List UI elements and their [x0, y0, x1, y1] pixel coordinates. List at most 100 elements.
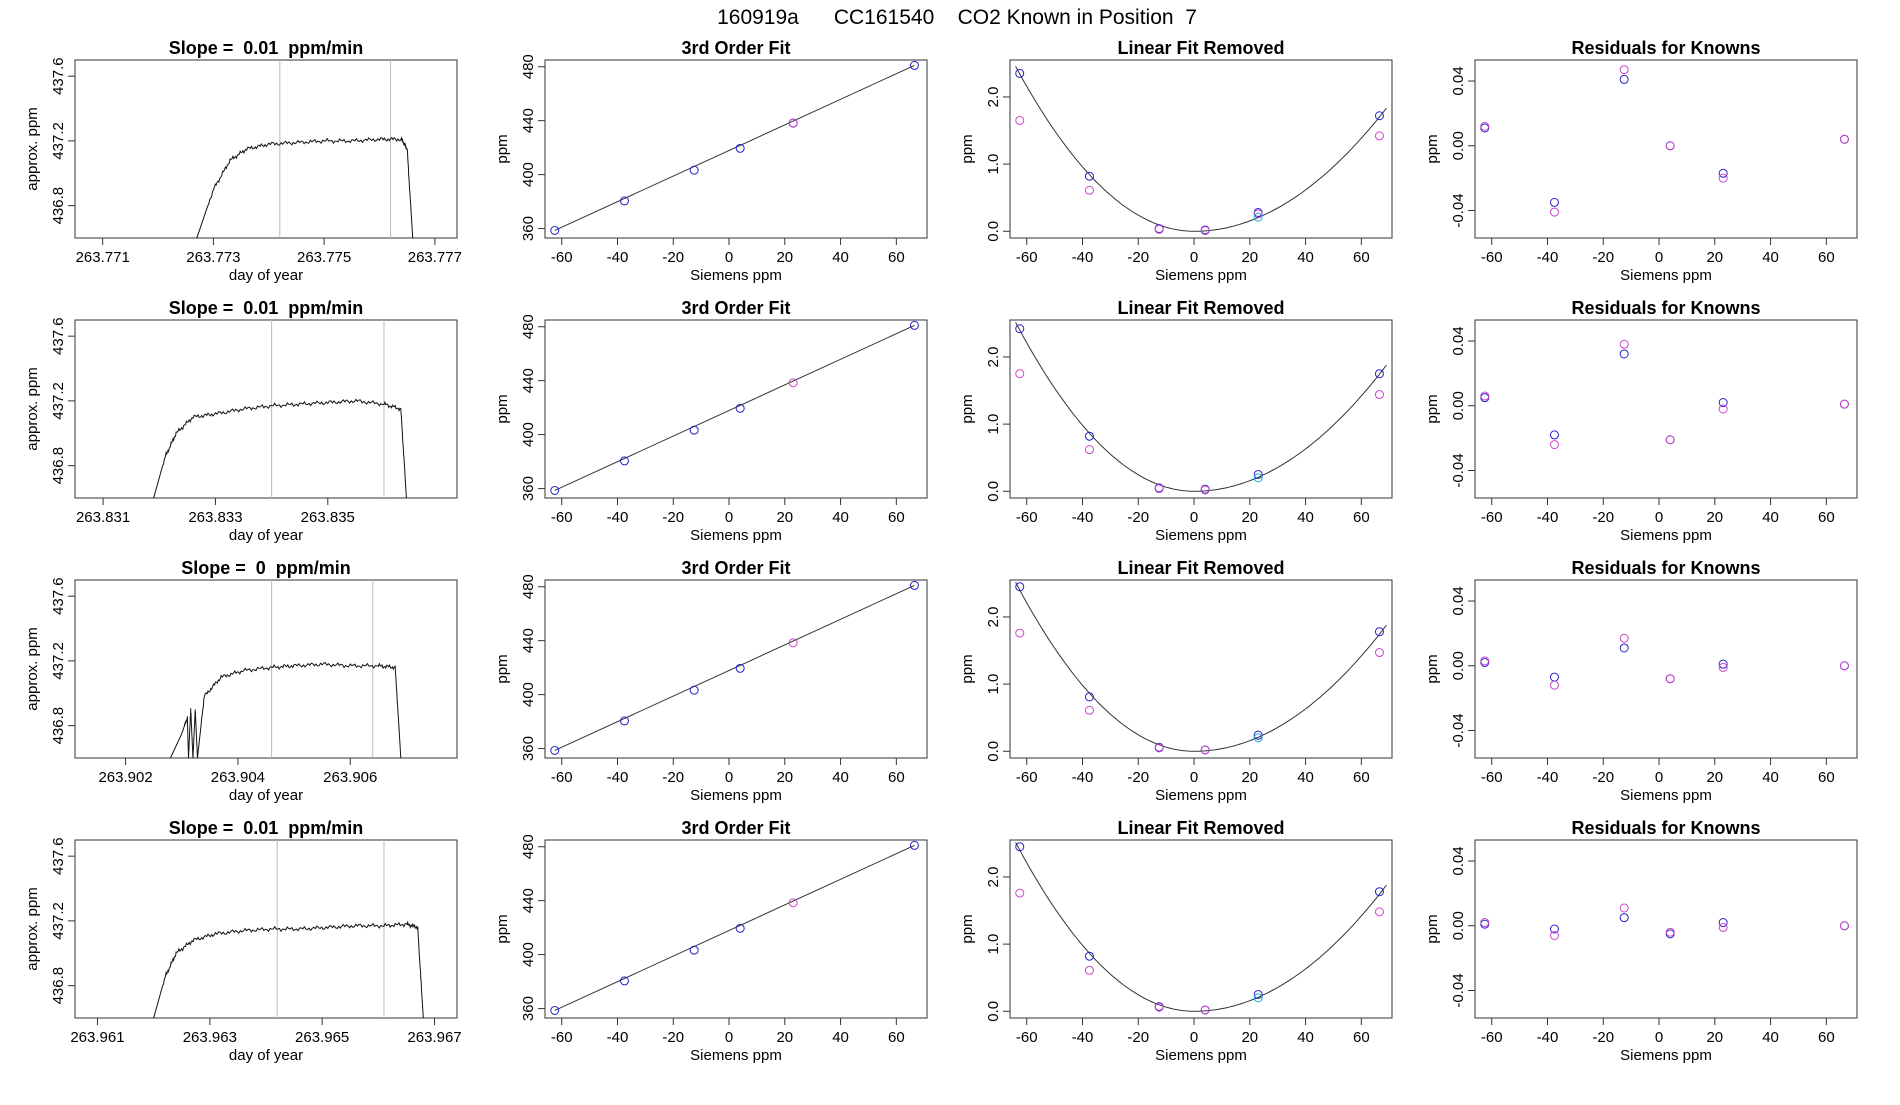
data-point-magenta: [1015, 888, 1025, 898]
plot-frame: [74, 319, 458, 499]
x-tick-label: -60: [1016, 769, 1038, 786]
x-axis-label: day of year: [229, 267, 303, 284]
data-point-magenta: [1015, 628, 1025, 638]
data-point-blue: [1015, 68, 1025, 78]
y-axis-label: ppm: [959, 134, 976, 163]
x-tick-label: 263.773: [186, 249, 240, 266]
data-point-cyan: [1253, 733, 1263, 743]
x-tick-label: -60: [551, 1029, 573, 1046]
x-tick-label: 60: [1353, 769, 1370, 786]
y-tick-label: 0.04: [1450, 66, 1467, 95]
y-tick-label: 436.8: [50, 967, 67, 1005]
data-point-magenta: [1200, 745, 1210, 755]
x-tick-label: -60: [1016, 1029, 1038, 1046]
x-tick-label: 60: [1353, 1029, 1370, 1046]
x-axis-label: Siemens ppm: [690, 527, 782, 544]
x-tick-label: 263.906: [323, 769, 377, 786]
x-tick-label: 20: [776, 769, 793, 786]
x-tick-label: 263.831: [76, 509, 130, 526]
plot-frame: [1009, 839, 1393, 1019]
x-axis-label: Siemens ppm: [1155, 1047, 1247, 1064]
y-axis-label: ppm: [959, 654, 976, 683]
data-point-magenta: [1374, 648, 1384, 658]
data-point-blue: [619, 456, 629, 466]
panel-r3-c2: 3rd Order Fit -60 -40 -20 0 20 40 60 360 400 440 48…: [494, 558, 928, 804]
x-tick-label: -60: [551, 509, 573, 526]
data-point-blue: [1253, 469, 1263, 479]
data-point-blue: [735, 143, 745, 153]
y-tick-label: 2.0: [985, 87, 1002, 108]
y-tick-label: 360: [520, 216, 537, 241]
x-tick-label: 0: [1190, 769, 1198, 786]
x-tick-label: -20: [1127, 1029, 1149, 1046]
data-point-blue: [1549, 924, 1559, 934]
y-axis-label: ppm: [959, 394, 976, 423]
y-tick-label: 0.04: [1450, 846, 1467, 875]
data-point-cyan: [1253, 993, 1263, 1003]
data-point-magenta: [1665, 435, 1675, 445]
y-tick-label: 400: [520, 942, 537, 967]
y-tick-label: 480: [520, 574, 537, 599]
panel-title: 3rd Order Fit: [681, 818, 790, 838]
x-tick-label: -40: [607, 249, 629, 266]
data-point-cyan: [1253, 212, 1263, 222]
x-tick-label: -40: [1072, 1029, 1094, 1046]
x-tick-label: 20: [776, 509, 793, 526]
plot-area: [550, 840, 919, 1015]
y-tick-label: 437.2: [50, 642, 67, 680]
x-axis-label: Siemens ppm: [1155, 267, 1247, 284]
y-tick-label: 437.2: [50, 382, 67, 420]
x-tick-label: 0: [725, 769, 733, 786]
panel-title: Residuals for Knowns: [1571, 558, 1760, 578]
panel-r2-c2: 3rd Order Fit -60 -40 -20 0 20 40 60 360 400 440 48…: [494, 298, 928, 544]
y-tick-label: 0.00: [1450, 391, 1467, 420]
x-tick-label: -20: [1592, 509, 1614, 526]
y-tick-label: 0.04: [1450, 586, 1467, 615]
data-point-magenta: [788, 378, 798, 388]
x-axis-label: Siemens ppm: [690, 787, 782, 804]
x-tick-label: 60: [1818, 769, 1835, 786]
x-tick-label: 60: [1818, 249, 1835, 266]
data-point-magenta: [1015, 115, 1025, 125]
data-point-blue: [689, 685, 699, 695]
x-tick-label: 0: [725, 249, 733, 266]
plot-frame: [544, 579, 928, 759]
x-tick-label: 40: [832, 509, 849, 526]
x-tick-label: 60: [888, 249, 905, 266]
data-point-magenta: [1480, 391, 1490, 401]
plot-area: [170, 580, 402, 758]
data-point-magenta: [1480, 121, 1490, 131]
data-point-blue: [550, 745, 560, 755]
y-tick-label: 0.00: [1450, 911, 1467, 940]
panel-r4-c2: 3rd Order Fit -60 -40 -20 0 20 40 60 360 400 440 48…: [494, 818, 928, 1064]
y-tick-label: 400: [520, 682, 537, 707]
x-tick-label: 60: [1818, 1029, 1835, 1046]
x-axis-label: day of year: [229, 1047, 303, 1064]
plot-frame: [1474, 579, 1858, 759]
data-point-magenta: [1839, 661, 1849, 671]
data-point-magenta: [1084, 445, 1094, 455]
plot-frame: [544, 839, 928, 1019]
y-tick-label: 2.0: [985, 867, 1002, 888]
y-tick-label: 1.0: [985, 414, 1002, 435]
y-tick-label: 440: [520, 888, 537, 913]
panel-r2-c3: Linear Fit Removed -60 -40 -20 0 20 40 60 0.0 1.0…: [959, 298, 1393, 544]
x-tick-label: -40: [1072, 249, 1094, 266]
x-tick-label: -60: [1481, 249, 1503, 266]
data-point-magenta: [1665, 927, 1675, 937]
x-tick-label: -20: [1592, 769, 1614, 786]
x-tick-label: 40: [832, 769, 849, 786]
y-tick-label: 360: [520, 736, 537, 761]
data-point-blue: [1015, 582, 1025, 592]
data-point-blue: [735, 403, 745, 413]
y-axis-label: ppm: [959, 914, 976, 943]
y-tick-label: 480: [520, 834, 537, 859]
x-tick-label: 263.835: [301, 509, 355, 526]
data-point-magenta: [1718, 662, 1728, 672]
data-point-blue: [1718, 398, 1728, 408]
x-axis-label: Siemens ppm: [690, 1047, 782, 1064]
fit-line: [554, 64, 915, 231]
data-point-magenta: [1374, 390, 1384, 400]
x-tick-label: 40: [832, 249, 849, 266]
panel-r4-c3: Linear Fit Removed -60 -40 -20 0 20 40 60 0.0 1.0…: [959, 818, 1393, 1064]
